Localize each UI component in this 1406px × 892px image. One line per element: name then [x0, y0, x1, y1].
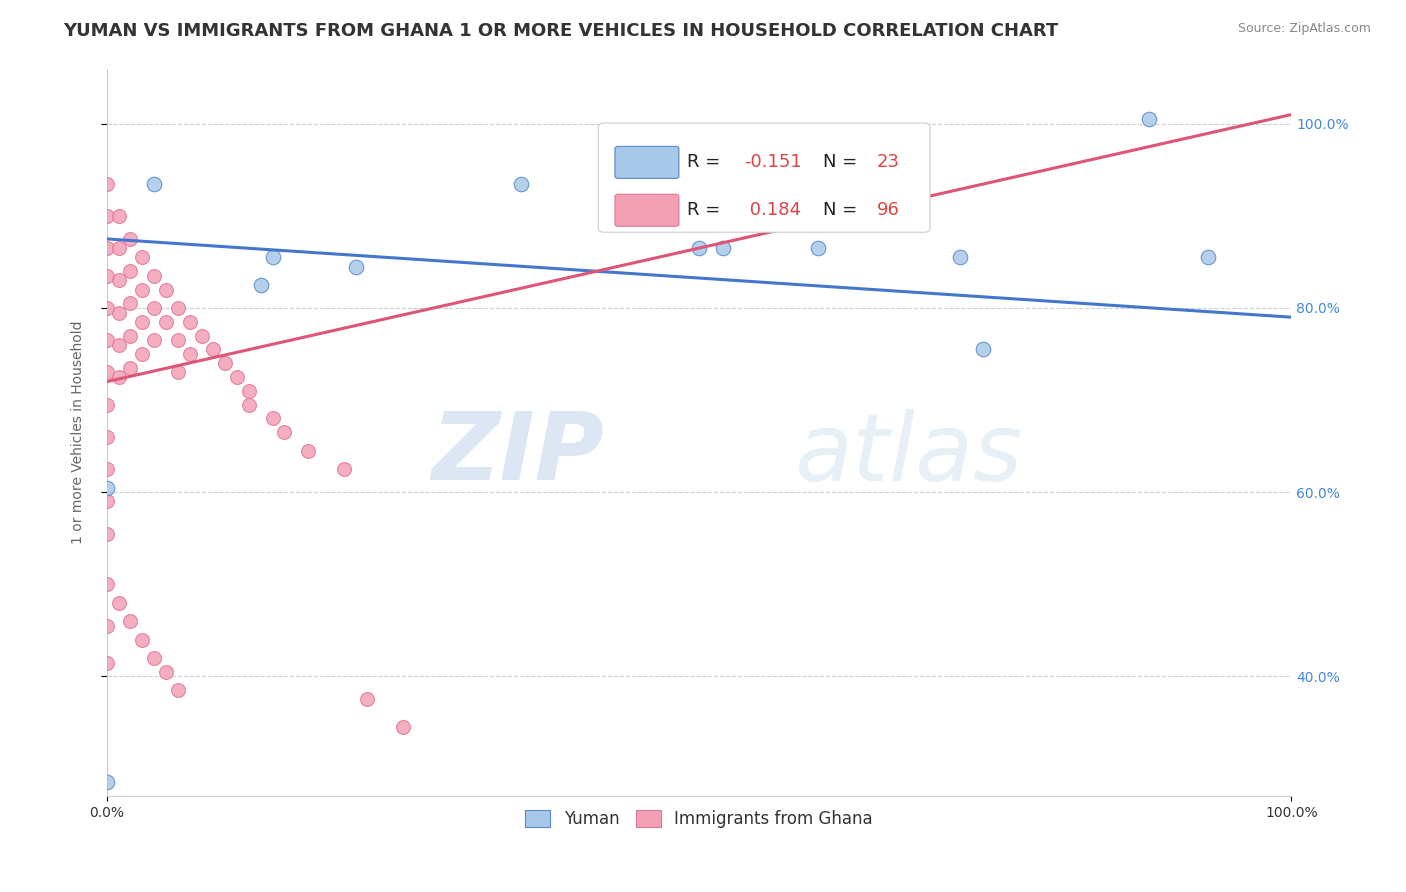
Point [179, 347, 201, 361]
Point [96, 462, 118, 476]
Point [297, 443, 319, 458]
Point [166, 333, 188, 347]
Point [155, 283, 177, 297]
Point [238, 384, 260, 398]
Y-axis label: 1 or more Vehicles in Household: 1 or more Vehicles in Household [72, 320, 86, 544]
Point [131, 632, 153, 647]
Point [143, 333, 166, 347]
Point [96, 268, 118, 283]
Text: R =: R = [688, 202, 727, 219]
Point [143, 177, 166, 191]
Point [96, 618, 118, 632]
Point [96, 241, 118, 255]
Legend: Yuman, Immigrants from Ghana: Yuman, Immigrants from Ghana [519, 804, 880, 835]
Point [332, 462, 354, 476]
Point [711, 241, 734, 255]
Point [166, 301, 188, 315]
Point [214, 356, 236, 370]
Point [120, 328, 142, 343]
Point [96, 366, 118, 380]
Text: atlas: atlas [794, 409, 1022, 500]
Point [131, 315, 153, 329]
FancyBboxPatch shape [614, 146, 679, 178]
Point [96, 656, 118, 670]
FancyBboxPatch shape [614, 194, 679, 227]
Point [972, 343, 994, 357]
Point [688, 241, 710, 255]
Point [143, 301, 166, 315]
Point [96, 209, 118, 223]
Point [96, 775, 118, 789]
Point [510, 177, 533, 191]
Point [806, 241, 828, 255]
Point [120, 614, 142, 628]
FancyBboxPatch shape [599, 123, 929, 232]
Point [249, 277, 271, 292]
Point [96, 398, 118, 412]
Point [226, 370, 249, 384]
Text: Source: ZipAtlas.com: Source: ZipAtlas.com [1237, 22, 1371, 36]
Point [120, 360, 142, 375]
Point [143, 651, 166, 665]
Text: 96: 96 [877, 202, 900, 219]
Point [107, 338, 129, 352]
Point [96, 494, 118, 508]
Point [96, 577, 118, 591]
Point [107, 370, 129, 384]
Text: ZIP: ZIP [432, 409, 605, 500]
Point [96, 481, 118, 495]
Point [344, 260, 367, 274]
Point [143, 268, 166, 283]
Point [155, 665, 177, 679]
Point [202, 343, 225, 357]
Point [107, 596, 129, 610]
Point [107, 305, 129, 319]
Text: R =: R = [688, 153, 727, 171]
Point [131, 347, 153, 361]
Text: 23: 23 [877, 153, 900, 171]
Point [179, 315, 201, 329]
Point [107, 241, 129, 255]
Point [96, 430, 118, 444]
Point [131, 283, 153, 297]
Point [155, 315, 177, 329]
Point [273, 425, 295, 440]
Point [107, 273, 129, 287]
Text: 0.184: 0.184 [744, 202, 801, 219]
Point [1197, 250, 1219, 264]
Point [107, 209, 129, 223]
Point [262, 411, 284, 425]
Text: N =: N = [824, 202, 863, 219]
Point [262, 250, 284, 264]
Point [1137, 112, 1160, 127]
Point [166, 683, 188, 698]
Text: YUMAN VS IMMIGRANTS FROM GHANA 1 OR MORE VEHICLES IN HOUSEHOLD CORRELATION CHART: YUMAN VS IMMIGRANTS FROM GHANA 1 OR MORE… [63, 22, 1059, 40]
Point [392, 720, 415, 734]
Point [190, 328, 212, 343]
Text: -0.151: -0.151 [744, 153, 801, 171]
Point [96, 177, 118, 191]
Point [131, 250, 153, 264]
Point [96, 526, 118, 541]
Point [96, 333, 118, 347]
Point [949, 250, 972, 264]
Text: N =: N = [824, 153, 863, 171]
Point [238, 398, 260, 412]
Point [166, 366, 188, 380]
Point [120, 232, 142, 246]
Point [356, 692, 378, 706]
Point [120, 264, 142, 278]
Point [96, 301, 118, 315]
Point [120, 296, 142, 310]
